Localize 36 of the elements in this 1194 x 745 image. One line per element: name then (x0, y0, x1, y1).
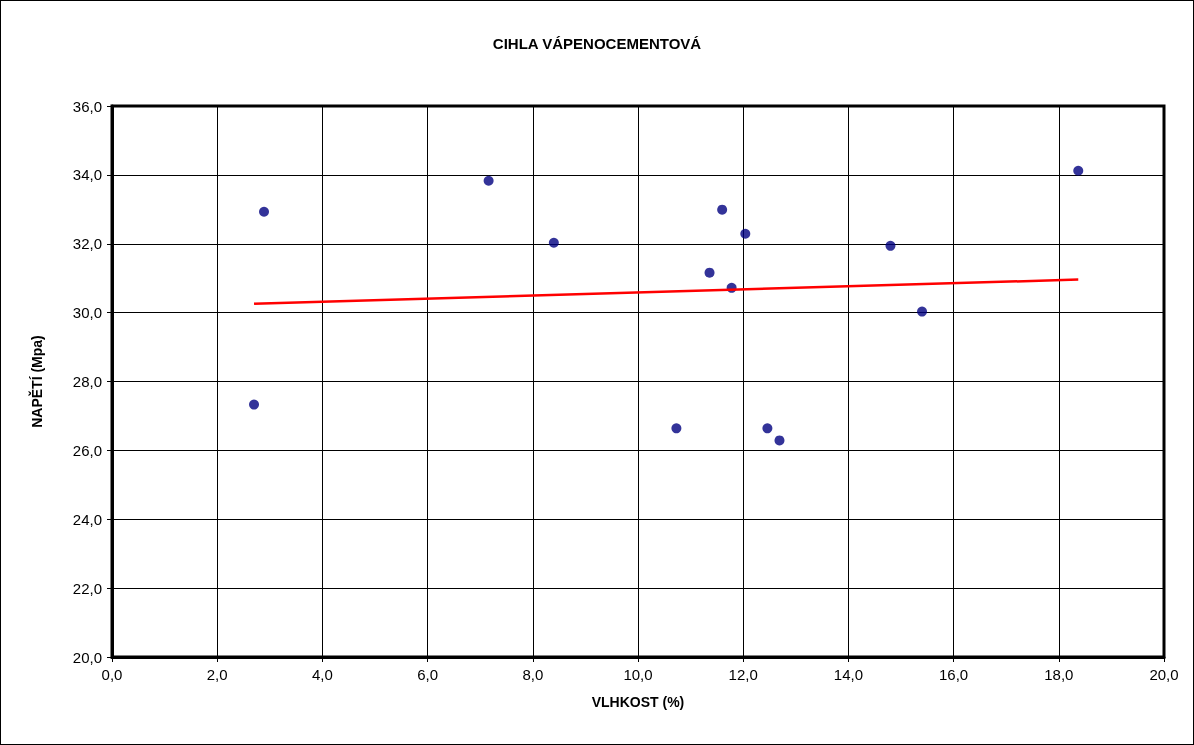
y-tick-label: 24,0 (72, 510, 102, 528)
point (259, 206, 270, 217)
y-tick-label: 28,0 (72, 373, 102, 390)
y-tick-label: 22,0 (72, 579, 102, 597)
x-tick-label: 14,0 (833, 666, 863, 683)
x-tick-label: 6,0 (417, 666, 439, 683)
x-tick-label: 16,0 (939, 666, 969, 683)
y-tick-label: 36,0 (72, 97, 102, 115)
y-tick-label: 20,0 (72, 648, 102, 666)
x-tick-label: 4,0 (311, 666, 333, 683)
point (249, 399, 260, 410)
y-tick-label: 30,0 (72, 304, 102, 322)
x-axis-title: VLHKOST (%) (591, 694, 685, 710)
point (740, 228, 751, 239)
point (762, 423, 773, 434)
point (917, 306, 928, 317)
point (483, 175, 494, 186)
y-tick-label: 26,0 (72, 441, 102, 459)
point (885, 240, 896, 251)
x-tick-label: 18,0 (1044, 666, 1074, 683)
x-tick-label: 12,0 (728, 666, 758, 683)
point (1073, 165, 1084, 176)
y-tick-label: 32,0 (72, 235, 102, 253)
y-axis-title: NAPĚTÍ (Mpa) (28, 335, 45, 428)
x-tick-label: 2,0 (206, 666, 228, 683)
x-tick-label: 10,0 (623, 666, 653, 683)
point (704, 267, 715, 278)
point (717, 204, 728, 215)
point (548, 237, 559, 248)
x-tick-label: 20,0 (1149, 666, 1179, 683)
point (774, 435, 785, 446)
x-tick-label: 8,0 (522, 666, 544, 683)
y-tick-label: 34,0 (72, 166, 102, 184)
point (671, 423, 682, 434)
x-tick-label: 0,0 (101, 666, 123, 683)
chart-title: CIHLA VÁPENOCEMENTOVÁ (492, 35, 702, 52)
